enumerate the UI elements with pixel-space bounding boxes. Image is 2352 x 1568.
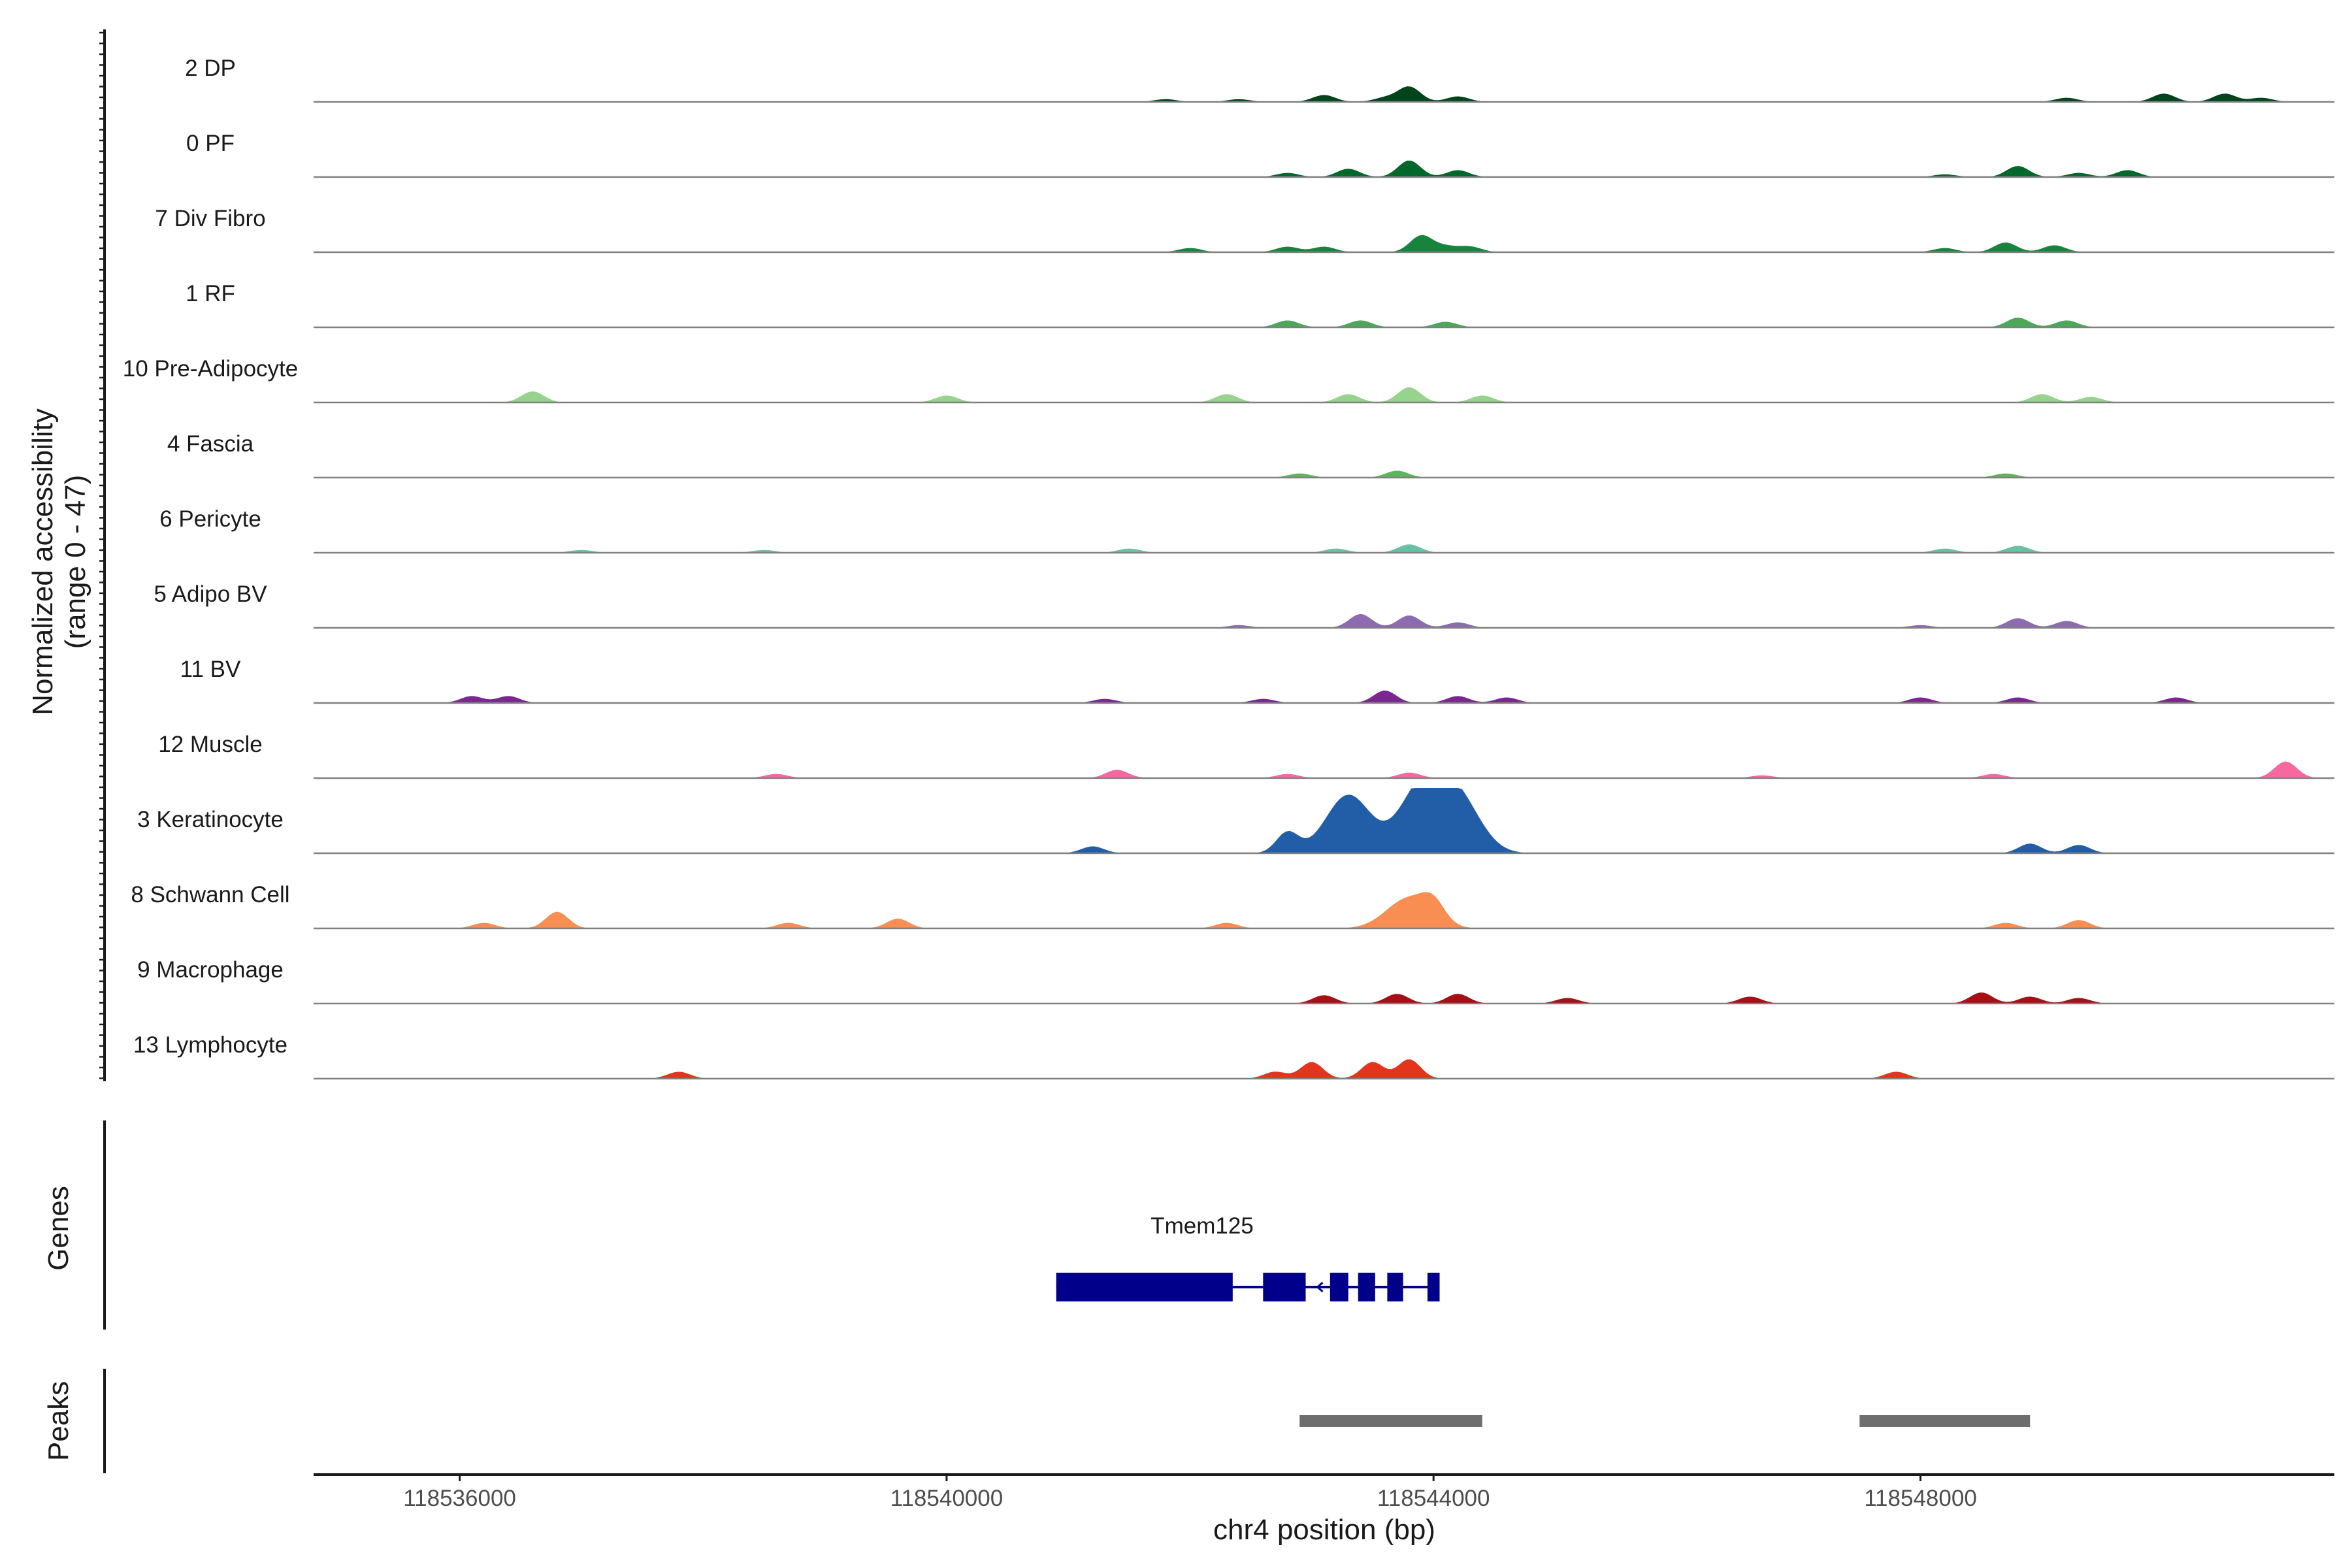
coverage-area bbox=[314, 160, 2334, 177]
track-label: 6 Pericyte bbox=[159, 506, 261, 532]
track-label: 7 Div Fibro bbox=[155, 206, 265, 231]
coverage-area bbox=[314, 690, 2334, 703]
x-tick-label: 118544000 bbox=[1377, 1486, 1490, 1511]
y-axis-title: Normalized accessibility bbox=[27, 408, 59, 715]
track-12-muscle: 12 Muscle bbox=[158, 732, 2334, 779]
gene-tmem125: Tmem125 bbox=[1056, 1213, 1440, 1301]
coverage-tracks: 2 DP 0 PF 7 Div Fibro 1 RF 10 Pre-Adipocyte 4… bbox=[123, 56, 2334, 1080]
x-axis-title: chr4 position (bp) bbox=[1213, 1514, 1435, 1546]
track-label: 10 Pre-Adipocyte bbox=[123, 356, 298, 382]
track-label: 11 BV bbox=[180, 657, 241, 682]
track-label: 4 Fascia bbox=[167, 431, 254, 457]
coverage-area bbox=[314, 788, 2334, 853]
genes-panel-label: Genes bbox=[42, 1186, 74, 1271]
coverage-area bbox=[314, 86, 2334, 102]
coverage-area bbox=[314, 470, 2334, 478]
track-label: 13 Lymphocyte bbox=[133, 1032, 287, 1058]
track-5-adipo-bv: 5 Adipo BV bbox=[154, 581, 2334, 629]
track-1-rf: 1 RF bbox=[186, 281, 2334, 329]
gene-exon bbox=[1387, 1273, 1403, 1301]
coverage-y-axis bbox=[99, 29, 106, 1081]
track-4-fascia: 4 Fascia bbox=[167, 431, 2334, 479]
coverage-area bbox=[314, 892, 2334, 928]
coverage-area bbox=[314, 761, 2334, 778]
x-tick-label: 118540000 bbox=[890, 1486, 1004, 1511]
track-label: 0 PF bbox=[186, 131, 235, 156]
track-label: 3 Keratinocyte bbox=[137, 807, 284, 832]
coverage-area bbox=[314, 992, 2334, 1004]
gene-exon bbox=[1056, 1273, 1233, 1301]
x-tick-label: 118548000 bbox=[1864, 1486, 1977, 1511]
track-11-bv: 11 BV bbox=[180, 657, 2334, 704]
gene-exon bbox=[1427, 1273, 1440, 1301]
track-label: 12 Muscle bbox=[158, 732, 263, 757]
peaks-panel bbox=[1299, 1415, 2031, 1427]
track-3-keratinocyte: 3 Keratinocyte bbox=[137, 788, 2334, 855]
coverage-area bbox=[314, 235, 2334, 252]
x-tick-label: 118536000 bbox=[403, 1486, 516, 1511]
track-10-pre-adipocyte: 10 Pre-Adipocyte bbox=[123, 356, 2334, 404]
coverage-area bbox=[314, 318, 2334, 327]
coverage-area bbox=[314, 1059, 2334, 1079]
track-8-schwann-cell: 8 Schwann Cell bbox=[131, 882, 2334, 930]
coverage-area bbox=[314, 544, 2334, 553]
peaks-panel-label: Peaks bbox=[42, 1381, 74, 1461]
genes-panel: Tmem125 bbox=[1056, 1213, 1440, 1301]
track-9-macrophage: 9 Macrophage bbox=[137, 957, 2334, 1005]
track-label: 8 Schwann Cell bbox=[131, 882, 289, 907]
coverage-area bbox=[314, 387, 2334, 402]
track-label: 1 RF bbox=[186, 281, 235, 306]
gene-exon bbox=[1358, 1273, 1375, 1301]
gene-label: Tmem125 bbox=[1151, 1213, 1254, 1239]
strand-arrow bbox=[1316, 1281, 1324, 1293]
track-7-div-fibro: 7 Div Fibro bbox=[155, 206, 2334, 253]
track-label: 5 Adipo BV bbox=[154, 581, 267, 607]
peak-region bbox=[1859, 1415, 2031, 1427]
y-axis-range: (range 0 - 47) bbox=[59, 475, 91, 649]
x-axis: 118536000 118540000 118544000 118548000 bbox=[314, 1473, 2334, 1511]
peak-region bbox=[1299, 1415, 1482, 1427]
coverage-area bbox=[314, 613, 2334, 628]
gene-exon bbox=[1330, 1273, 1348, 1301]
track-6-pericyte: 6 Pericyte bbox=[159, 506, 2334, 554]
track-label: 2 DP bbox=[185, 56, 236, 81]
track-2-dp: 2 DP bbox=[185, 56, 2334, 103]
track-0-pf: 0 PF bbox=[186, 131, 2334, 178]
gene-exon bbox=[1263, 1273, 1306, 1301]
track-label: 9 Macrophage bbox=[137, 957, 284, 983]
track-13-lymphocyte: 13 Lymphocyte bbox=[133, 1032, 2334, 1080]
